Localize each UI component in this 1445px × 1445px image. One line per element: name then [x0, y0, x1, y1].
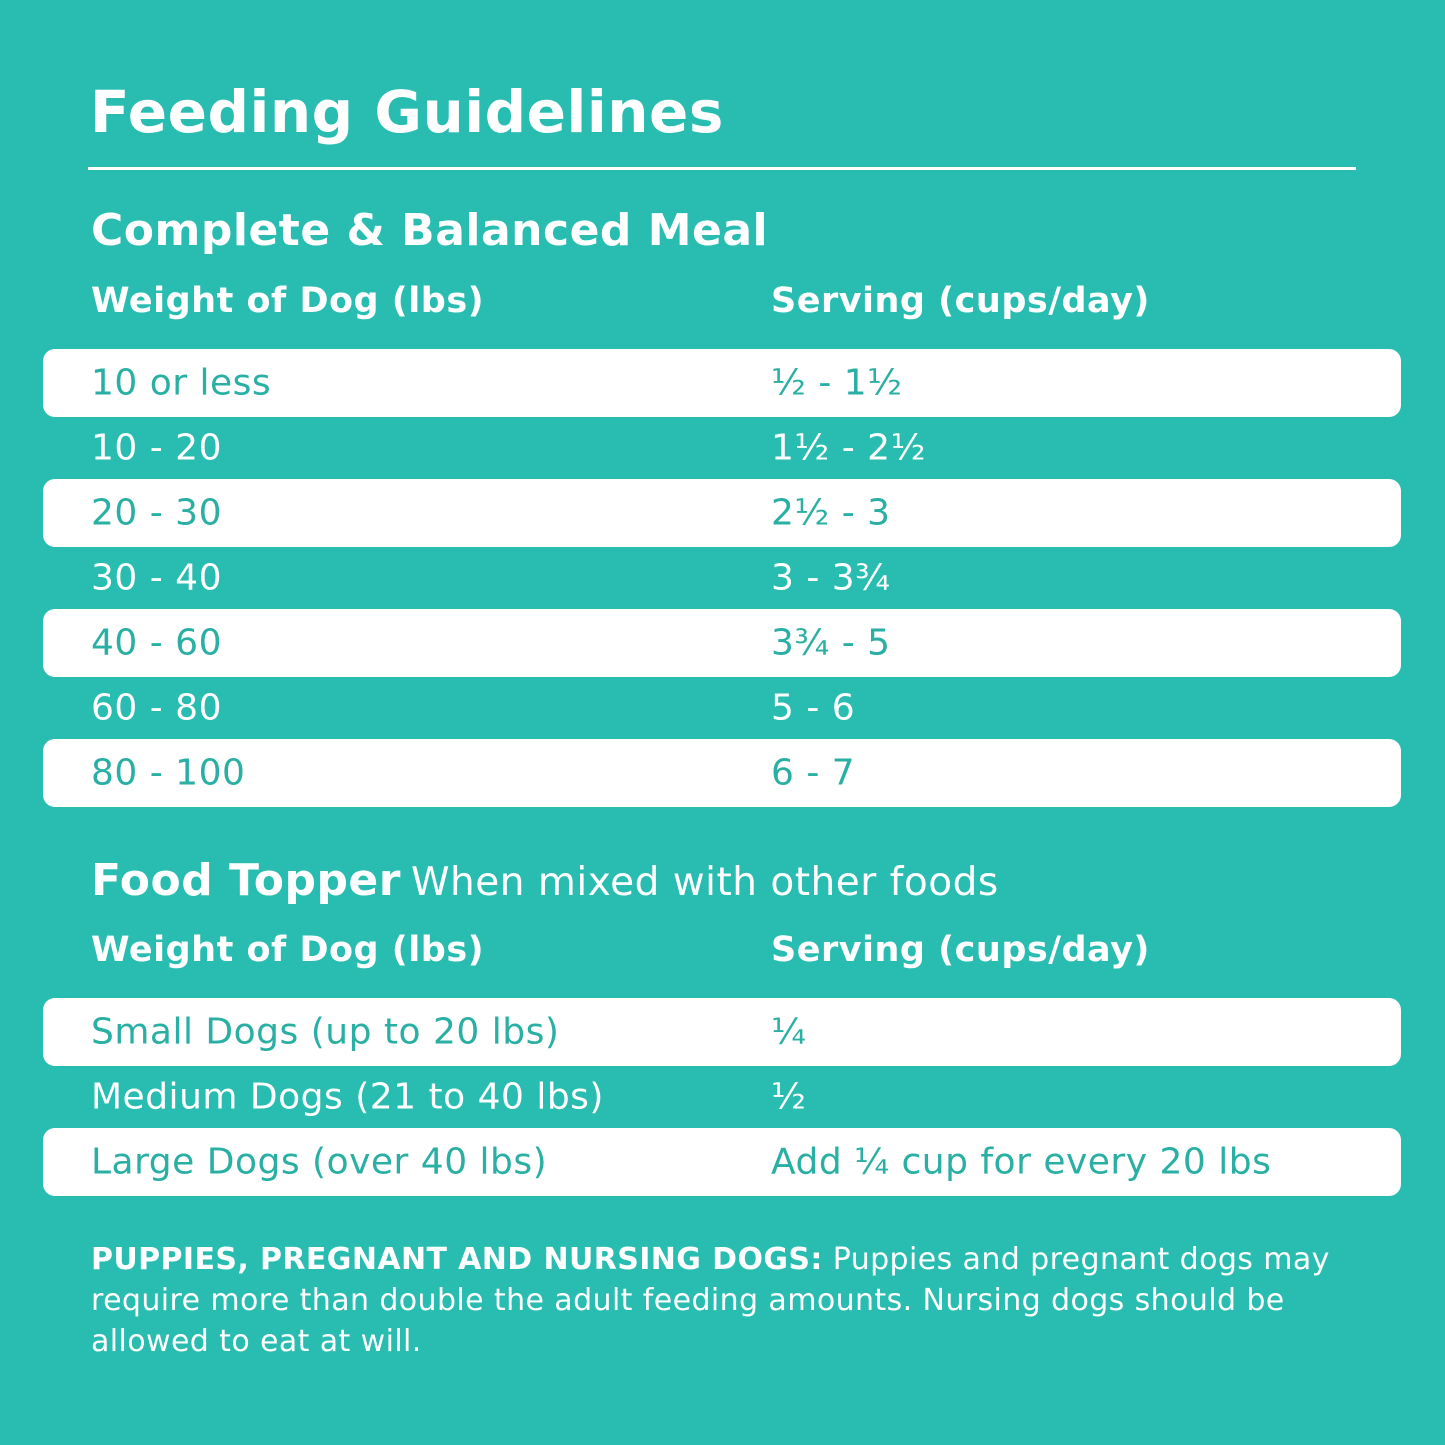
footnote: PUPPIES, PREGNANT AND NURSING DOGS: Pupp…	[91, 1239, 1371, 1362]
footnote-label: PUPPIES, PREGNANT AND NURSING DOGS:	[91, 1242, 823, 1277]
serving-cell: ½ - 1½	[771, 362, 903, 404]
serving-cell: Add ¼ cup for every 20 lbs	[771, 1141, 1272, 1183]
meal-heading: Complete & Balanced Meal	[91, 205, 769, 256]
serving-cell: 6 - 7	[771, 752, 856, 794]
topper-note: When mixed with other foods	[410, 860, 999, 905]
weight-cell: 40 - 60	[91, 622, 222, 664]
weight-cell: Small Dogs (up to 20 lbs)	[91, 1011, 560, 1053]
serving-cell: 3¾ - 5	[771, 622, 891, 664]
topper-title: Food Topper	[91, 855, 401, 906]
weight-cell: 60 - 80	[91, 687, 222, 729]
table-row: Small Dogs (up to 20 lbs) ¼	[43, 998, 1401, 1066]
weight-cell: 20 - 30	[91, 492, 222, 534]
meal-col-serving-header: Serving (cups/day)	[771, 281, 1150, 321]
table-row: 40 - 60 3¾ - 5	[43, 609, 1401, 677]
table-row: 30 - 40 3 - 3¾	[43, 544, 1401, 612]
serving-cell: 1½ - 2½	[771, 427, 926, 469]
serving-cell: ¼	[771, 1011, 807, 1053]
meal-col-weight-header: Weight of Dog (lbs)	[91, 281, 485, 321]
serving-cell: ½	[771, 1076, 807, 1118]
weight-cell: 30 - 40	[91, 557, 222, 599]
topper-heading: Food Topper When mixed with other foods	[91, 855, 999, 906]
serving-cell: 2½ - 3	[771, 492, 891, 534]
table-row: 20 - 30 2½ - 3	[43, 479, 1401, 547]
table-row: 10 or less ½ - 1½	[43, 349, 1401, 417]
weight-cell: 10 - 20	[91, 427, 222, 469]
weight-cell: 10 or less	[91, 362, 272, 404]
table-row: Medium Dogs (21 to 40 lbs) ½	[43, 1063, 1401, 1131]
serving-cell: 5 - 6	[771, 687, 856, 729]
weight-cell: 80 - 100	[91, 752, 246, 794]
topper-col-serving-header: Serving (cups/day)	[771, 930, 1150, 970]
table-row: 60 - 80 5 - 6	[43, 674, 1401, 742]
title-divider	[88, 167, 1356, 170]
weight-cell: Medium Dogs (21 to 40 lbs)	[91, 1076, 604, 1118]
table-row: 80 - 100 6 - 7	[43, 739, 1401, 807]
topper-col-weight-header: Weight of Dog (lbs)	[91, 930, 485, 970]
page-title: Feeding Guidelines	[90, 78, 724, 146]
footnote-text: Puppies and pregnant dogs may require mo…	[91, 1242, 1330, 1359]
weight-cell: Large Dogs (over 40 lbs)	[91, 1141, 548, 1183]
table-row: Large Dogs (over 40 lbs) Add ¼ cup for ev…	[43, 1128, 1401, 1196]
serving-cell: 3 - 3¾	[771, 557, 891, 599]
table-row: 10 - 20 1½ - 2½	[43, 414, 1401, 482]
